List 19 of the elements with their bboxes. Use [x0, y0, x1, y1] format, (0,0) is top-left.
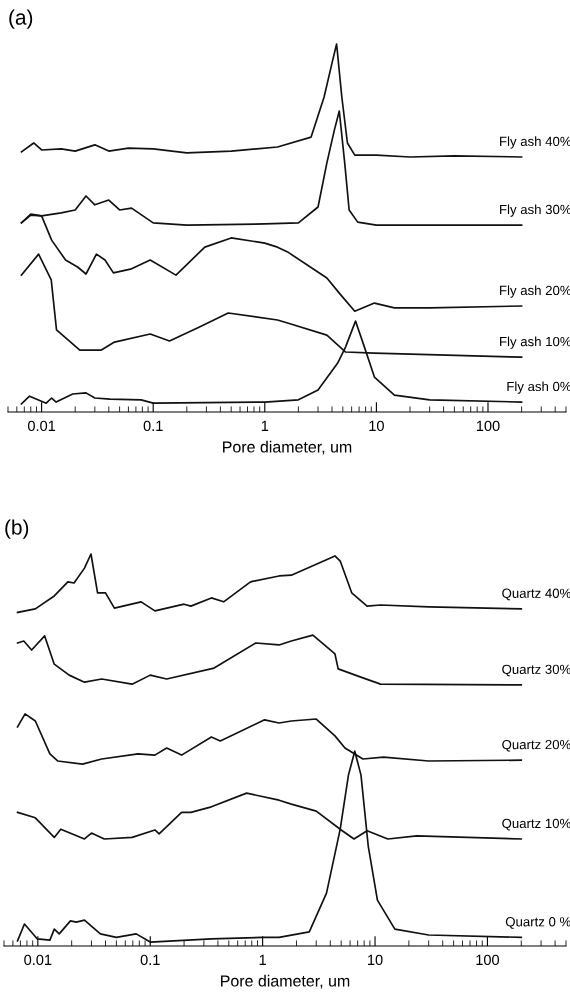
x-axis-title: Pore diameter, um — [221, 974, 350, 989]
x-tick-label: 1 — [261, 420, 269, 431]
x-tick-label: 0.01 — [24, 954, 52, 966]
x-tick-label: 100 — [476, 954, 500, 966]
series-label: Quartz 0 % — [505, 917, 570, 929]
x-tick-label: 10 — [369, 420, 384, 432]
x-tick-label: 0.01 — [27, 420, 56, 432]
x-tick-label: 10 — [368, 954, 383, 966]
x-axis-title: Pore diameter, um — [223, 440, 352, 455]
series-label: Quartz 20% — [502, 739, 570, 752]
x-tick-label: 0.1 — [140, 954, 160, 966]
chart-title: (b) — [5, 519, 29, 539]
series-label: Quartz 30% — [502, 664, 570, 677]
series-label: Quartz 40% — [502, 588, 570, 601]
x-tick-label: 100 — [476, 420, 500, 432]
x-tick-label: 0.1 — [143, 420, 163, 432]
chart-title: (a) — [9, 9, 33, 29]
x-tick-label: 1 — [259, 954, 266, 965]
series-label: Quartz 10% — [502, 818, 570, 831]
